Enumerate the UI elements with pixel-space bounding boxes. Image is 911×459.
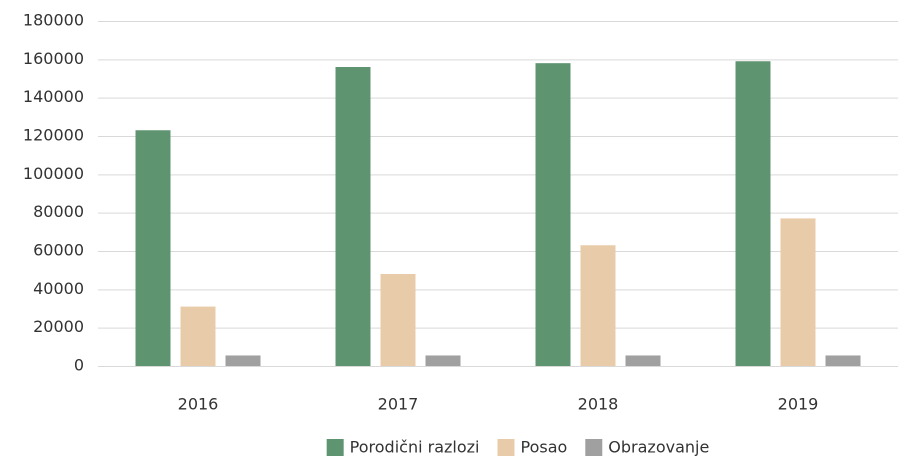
- y-tick-label: 40000: [33, 279, 84, 298]
- legend-label: Porodični razlozi: [350, 438, 480, 457]
- bar: [625, 355, 661, 366]
- bar: [180, 306, 216, 366]
- bar: [735, 61, 771, 366]
- y-tick-label: 0: [74, 356, 84, 375]
- bar: [535, 63, 571, 367]
- y-tick-label: 180000: [23, 11, 84, 30]
- legend-swatch: [326, 439, 344, 456]
- legend-swatch: [497, 439, 515, 456]
- bar: [380, 274, 416, 366]
- bar: [425, 355, 461, 366]
- y-tick-label: 20000: [33, 317, 84, 336]
- x-tick-label: 2018: [578, 395, 619, 414]
- bar: [780, 218, 816, 366]
- legend-label: Posao: [520, 438, 567, 457]
- bar: [225, 355, 261, 366]
- bar: [825, 355, 861, 366]
- y-tick-label: 60000: [33, 241, 84, 260]
- bar: [135, 130, 171, 366]
- x-tick-label: 2016: [178, 395, 219, 414]
- legend-swatch: [585, 439, 603, 456]
- y-tick-label: 80000: [33, 202, 84, 221]
- y-tick-label: 160000: [23, 49, 84, 68]
- x-tick-label: 2019: [778, 395, 819, 414]
- x-tick-label: 2017: [378, 395, 419, 414]
- y-tick-label: 140000: [23, 87, 84, 106]
- bar: [335, 67, 371, 366]
- y-tick-label: 120000: [23, 126, 84, 145]
- y-tick-label: 100000: [23, 164, 84, 183]
- legend-label: Obrazovanje: [608, 438, 709, 457]
- bar: [580, 245, 616, 366]
